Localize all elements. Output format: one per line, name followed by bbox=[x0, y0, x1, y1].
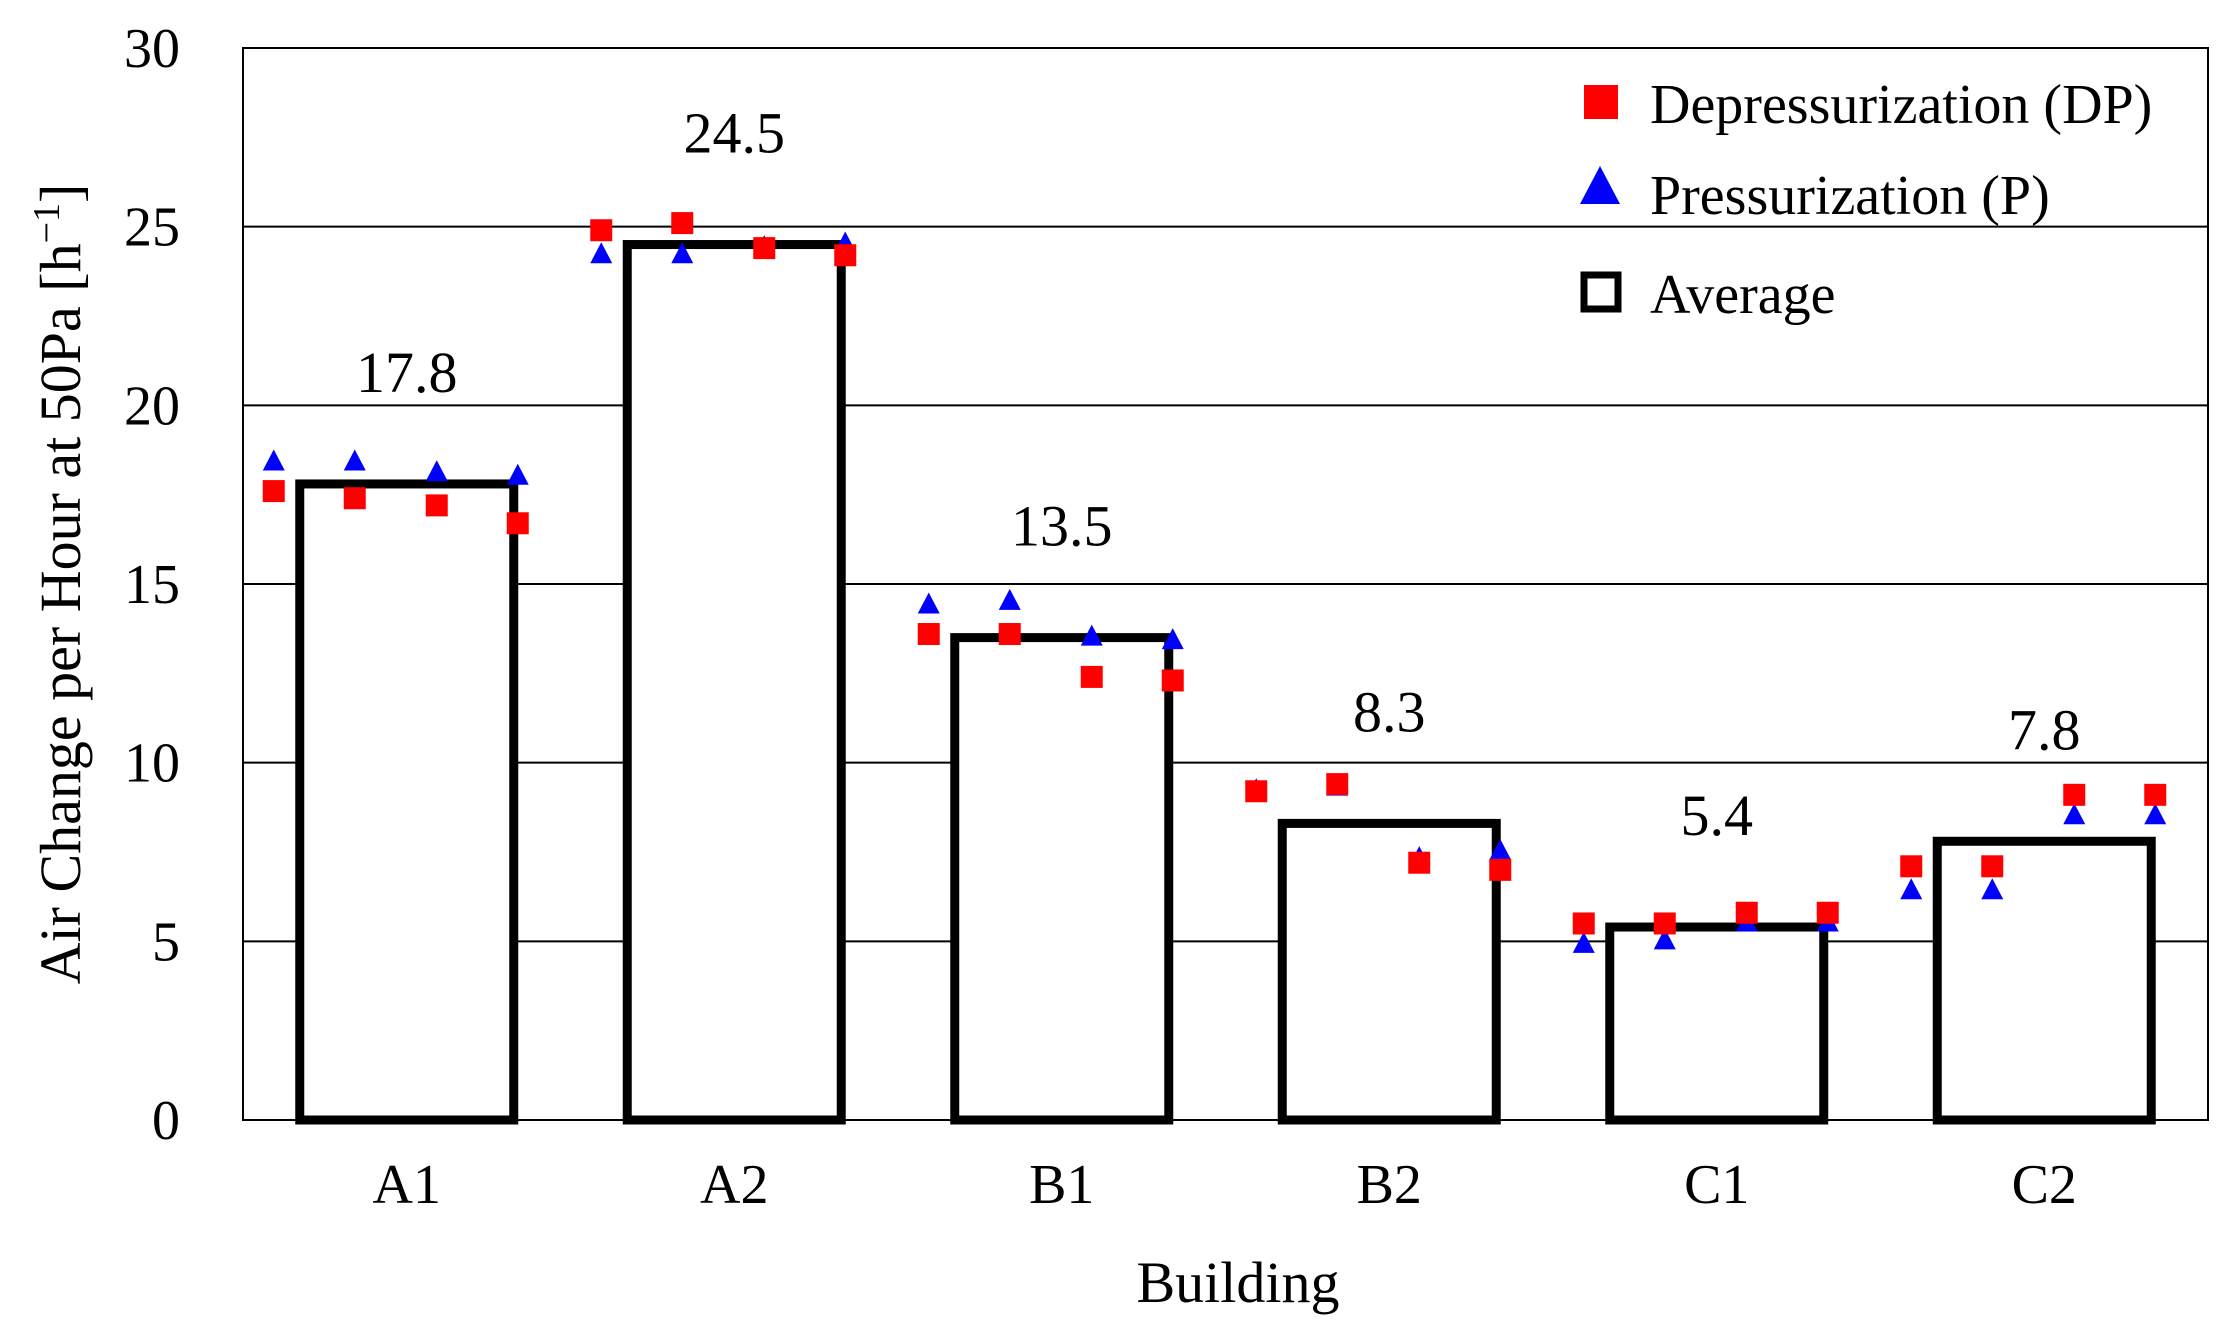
p-marker bbox=[2144, 803, 2167, 825]
p-marker bbox=[1080, 624, 1103, 646]
y-axis-title-main: Air Change per Hour at 50Pa [h bbox=[28, 243, 93, 984]
dp-marker bbox=[1161, 669, 1184, 692]
gridlines bbox=[243, 225, 2208, 943]
plot-area-frame bbox=[242, 47, 2209, 1121]
average-bar-c1 bbox=[1605, 922, 1829, 1125]
dp-marker bbox=[2144, 783, 2167, 806]
average-value-label: 7.8 bbox=[2008, 697, 2081, 762]
y-axis-ticks: 0 5 10 15 20 25 30 bbox=[124, 18, 180, 1152]
average-bars bbox=[295, 240, 2156, 1125]
x-tick-label: A2 bbox=[700, 1154, 768, 1216]
measurement-markers bbox=[262, 212, 2167, 953]
dp-marker bbox=[1326, 773, 1349, 796]
p-marker bbox=[590, 242, 613, 264]
dp-marker bbox=[1653, 912, 1676, 935]
average-bar-a2 bbox=[622, 240, 846, 1125]
average-value-label: 13.5 bbox=[1011, 494, 1113, 559]
y-tick-label: 20 bbox=[124, 375, 180, 437]
p-marker bbox=[998, 588, 1021, 610]
average-bar-b1 bbox=[950, 633, 1174, 1125]
dp-marker bbox=[1900, 855, 1923, 878]
p-marker bbox=[1489, 839, 1512, 860]
dp-marker bbox=[1489, 858, 1512, 881]
x-tick-label: B2 bbox=[1357, 1154, 1422, 1216]
dp-marker bbox=[506, 512, 529, 535]
legend-average-box-icon bbox=[1580, 271, 1622, 313]
dp-marker bbox=[343, 487, 366, 510]
bar-value-labels: 17.8 24.5 13.5 8.3 5.4 7.8 bbox=[356, 101, 2081, 849]
x-tick-label: C2 bbox=[2012, 1154, 2077, 1216]
average-value-label: 5.4 bbox=[1681, 783, 1754, 848]
average-bar-a1 bbox=[295, 479, 519, 1125]
p-marker bbox=[1653, 928, 1676, 950]
average-value-label: 24.5 bbox=[684, 101, 786, 166]
legend: Depressurization (DP) Pressurization (P)… bbox=[1580, 74, 2152, 326]
dp-marker bbox=[1245, 780, 1268, 803]
dp-marker bbox=[753, 237, 776, 260]
dp-marker bbox=[1981, 855, 2004, 878]
x-tick-label: C1 bbox=[1684, 1154, 1749, 1216]
y-tick-label: 0 bbox=[152, 1090, 180, 1152]
dp-marker bbox=[834, 244, 857, 267]
x-axis-title: Building bbox=[1136, 1250, 1339, 1315]
legend-average-label: Average bbox=[1650, 264, 1836, 326]
x-tick-label: B1 bbox=[1029, 1154, 1094, 1216]
dp-marker bbox=[917, 623, 940, 646]
average-bar-b2 bbox=[1277, 818, 1501, 1125]
y-axis-title: Air Change per Hour at 50Pa [h−1] bbox=[26, 184, 93, 985]
y-tick-label: 5 bbox=[152, 911, 180, 973]
dp-marker bbox=[1735, 901, 1758, 924]
p-marker bbox=[1981, 878, 2004, 900]
average-value-label: 17.8 bbox=[356, 340, 458, 405]
y-tick-label: 25 bbox=[124, 197, 180, 259]
p-marker bbox=[917, 592, 940, 614]
dp-marker bbox=[1080, 665, 1103, 688]
dp-marker bbox=[1816, 901, 1839, 924]
x-tick-label: A1 bbox=[373, 1154, 441, 1216]
legend-p-label: Pressurization (P) bbox=[1650, 165, 2050, 227]
y-tick-label: 10 bbox=[124, 733, 180, 795]
p-marker bbox=[262, 449, 285, 471]
legend-p-triangle-icon bbox=[1580, 166, 1620, 204]
p-marker bbox=[1572, 931, 1595, 953]
dp-marker bbox=[1572, 912, 1595, 935]
y-axis-title-end: ] bbox=[28, 184, 93, 203]
dp-marker bbox=[671, 212, 694, 235]
legend-dp-label: Depressurization (DP) bbox=[1650, 74, 2152, 136]
dp-marker bbox=[998, 623, 1021, 646]
average-value-label: 8.3 bbox=[1353, 679, 1426, 744]
dp-marker bbox=[1408, 851, 1431, 874]
p-marker bbox=[425, 460, 448, 482]
p-marker bbox=[506, 463, 529, 485]
y-tick-label: 30 bbox=[124, 18, 180, 80]
dp-marker bbox=[2063, 783, 2086, 806]
p-marker bbox=[671, 242, 694, 264]
dp-marker bbox=[425, 494, 448, 517]
dp-marker bbox=[262, 480, 285, 503]
p-marker bbox=[2063, 803, 2086, 825]
legend-dp-square-icon bbox=[1584, 85, 1618, 119]
dp-marker bbox=[590, 219, 613, 242]
p-marker bbox=[1161, 628, 1184, 650]
y-tick-label: 15 bbox=[124, 554, 180, 616]
p-marker bbox=[1900, 878, 1923, 900]
p-marker bbox=[343, 449, 366, 471]
y-axis-title-superscript: −1 bbox=[26, 203, 68, 243]
average-bar-c2 bbox=[1932, 836, 2156, 1125]
x-axis-ticks: A1 A2 B1 B2 C1 C2 bbox=[373, 1154, 2077, 1216]
